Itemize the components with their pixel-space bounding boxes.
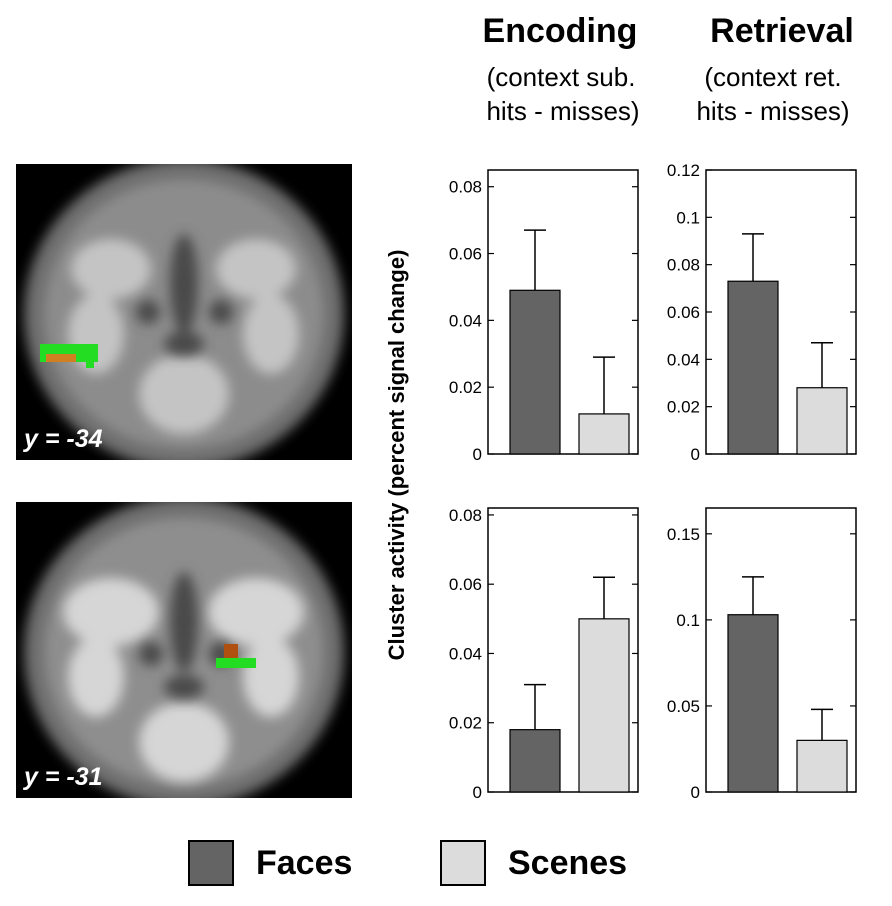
bar-faces — [509, 729, 561, 793]
plot-frame — [487, 507, 639, 793]
brain-slice-bottom: y = -31 — [16, 502, 352, 798]
chart-bottom-encoding: 0 0.02 0.04 0.06 0.08 — [449, 506, 639, 802]
y-tick-label: 0.06 — [449, 575, 482, 594]
bar-scenes — [796, 739, 848, 793]
bar-faces — [727, 280, 779, 455]
bar-faces — [727, 614, 779, 793]
slice-coordinate-label: y = -31 — [24, 763, 103, 791]
bar-scenes — [578, 618, 630, 793]
y-tick-label: 0 — [473, 445, 482, 464]
brain-slice-top: y = -34 — [16, 164, 352, 460]
chart-top-encoding: 0 0.02 0.04 0.06 0.08 — [449, 169, 639, 464]
brain-slice-bottom-image — [16, 502, 352, 798]
retrieval-subtitle-line-2: hits - misses) — [696, 96, 850, 126]
retrieval-title: Retrieval — [710, 12, 854, 50]
y-tick-label: 0.08 — [449, 178, 482, 197]
y-axis-label: Cluster activity (percent signal change) — [384, 249, 409, 661]
y-tick-label: 0 — [691, 445, 700, 464]
legend-swatch-scenes — [440, 840, 486, 886]
y-tick-label: 0.04 — [449, 311, 482, 330]
y-tick-label: 0.08 — [449, 506, 482, 525]
encoding-title: Encoding — [482, 12, 638, 50]
activation-cluster — [40, 344, 98, 368]
y-tick-label: 0 — [473, 783, 482, 802]
y-tick-label: 0.02 — [667, 398, 700, 417]
legend: Faces Scenes — [0, 836, 892, 896]
y-tick-label: 0.04 — [667, 350, 700, 369]
plot-frame — [487, 169, 639, 455]
bar-faces — [509, 289, 561, 455]
bar-scenes — [578, 413, 630, 455]
activation-cluster — [216, 644, 256, 668]
y-tick-label: 0.06 — [449, 245, 482, 264]
y-tick-label: 0.08 — [667, 256, 700, 275]
brain-slice-top-image — [16, 164, 352, 460]
y-tick-label: 0.02 — [449, 378, 482, 397]
y-tick-label: 0.12 — [667, 161, 700, 180]
plot-frame — [705, 507, 857, 793]
chart-bottom-retrieval: 0 0.05 0.1 0.15 — [667, 507, 857, 802]
y-tick-label: 0.02 — [449, 714, 482, 733]
chart-top-retrieval: 0 0.02 0.04 0.06 0.08 0.1 0.12 — [667, 161, 857, 464]
encoding-subtitle-line-1: (context sub. — [486, 62, 636, 92]
legend-label-scenes: Scenes — [508, 844, 628, 882]
slice-coordinate-label: y = -34 — [24, 425, 103, 453]
retrieval-subtitle-line-1: (context ret. — [704, 62, 842, 92]
y-tick-label: 0 — [691, 783, 700, 802]
y-tick-label: 0.1 — [676, 208, 700, 227]
encoding-subtitle-line-2: hits - misses) — [486, 96, 640, 126]
y-tick-label: 0.15 — [667, 525, 700, 544]
bar-scenes — [796, 387, 848, 455]
y-tick-label: 0.1 — [676, 611, 700, 630]
y-tick-label: 0.05 — [667, 697, 700, 716]
y-tick-label: 0.06 — [667, 303, 700, 322]
legend-label-faces: Faces — [256, 844, 353, 882]
legend-swatch-faces — [188, 840, 234, 886]
y-tick-label: 0.04 — [449, 644, 482, 663]
